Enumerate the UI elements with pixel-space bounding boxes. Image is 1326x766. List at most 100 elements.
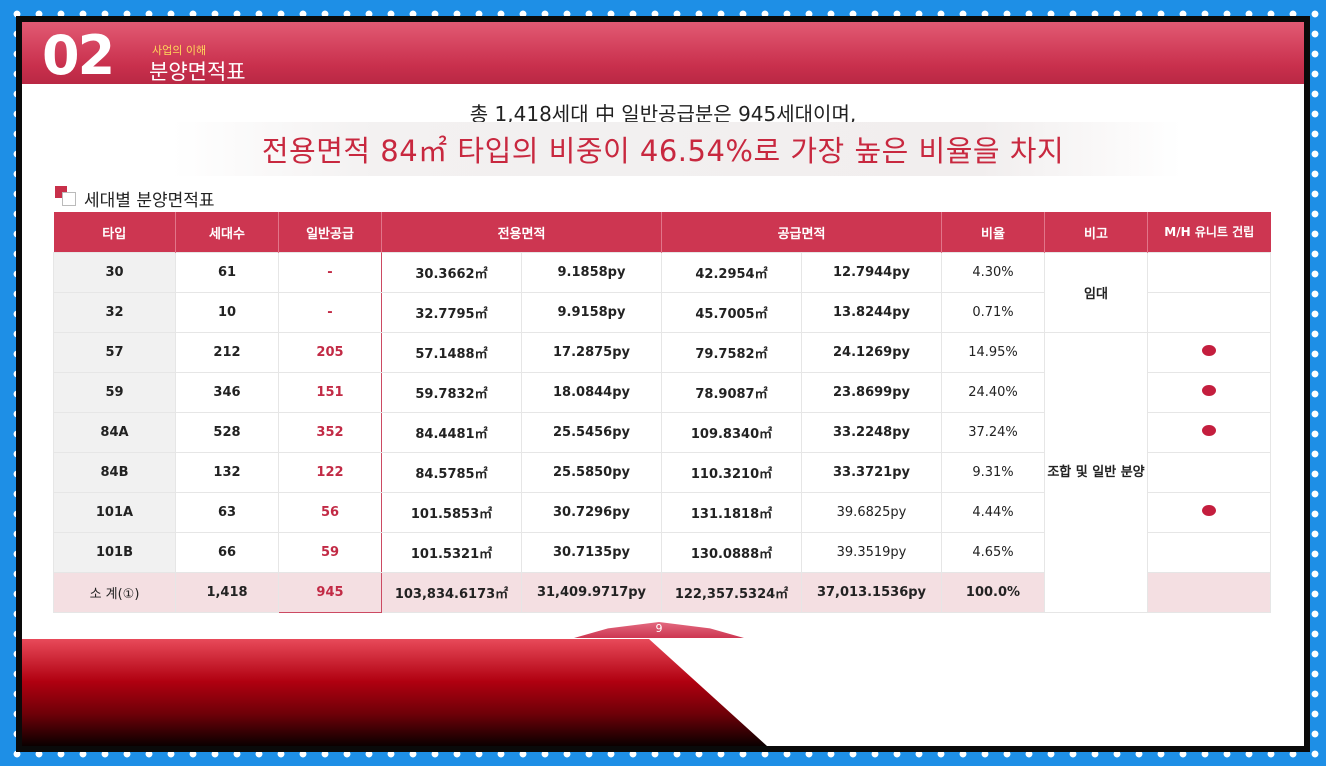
cell-general-supply: 151 bbox=[278, 372, 382, 413]
mh-unit-dot-icon bbox=[1202, 425, 1216, 436]
cell-type: 32 bbox=[53, 292, 176, 333]
cell-households: 132 bbox=[175, 452, 279, 493]
cell-exclusive-m2: 84.4481㎡ bbox=[381, 412, 522, 453]
cell-total-exclusive-py: 31,409.9717py bbox=[521, 572, 662, 613]
square-bullet-icon bbox=[55, 186, 79, 206]
headline-highlight bbox=[172, 122, 1182, 176]
cell-general-supply: 59 bbox=[278, 532, 382, 573]
cell-type: 84B bbox=[53, 452, 176, 493]
mh-unit-dot-icon bbox=[1202, 345, 1216, 356]
cell-total-remarks bbox=[1147, 572, 1271, 613]
cell-mh-unit bbox=[1147, 292, 1271, 333]
cell-supply-m2: 42.2954㎡ bbox=[661, 252, 802, 293]
cell-ratio: 24.40% bbox=[941, 372, 1045, 413]
cell-type: 84A bbox=[53, 412, 176, 453]
mh-unit-dot-icon bbox=[1202, 385, 1216, 396]
cell-general-supply: - bbox=[278, 292, 382, 333]
cell-general-supply: 56 bbox=[278, 492, 382, 533]
cell-type: 101A bbox=[53, 492, 176, 533]
cell-supply-m2: 78.9087㎡ bbox=[661, 372, 802, 413]
table-row: 30 61 - 30.3662㎡ 9.1858py 42.2954㎡ 12.79… bbox=[53, 252, 1271, 333]
cell-exclusive-py: 9.9158py bbox=[521, 292, 662, 333]
cell-type: 30 bbox=[53, 252, 176, 293]
table-row: 101A 63 56 101.5853㎡ 30.7296py 131.1818㎡… bbox=[53, 492, 1271, 533]
cell-ratio: 4.44% bbox=[941, 492, 1045, 533]
cell-total-exclusive-m2: 103,834.6173㎡ bbox=[381, 572, 522, 613]
cell-supply-m2: 45.7005㎡ bbox=[661, 292, 802, 333]
cell-mh-unit bbox=[1147, 372, 1271, 413]
cell-exclusive-py: 30.7135py bbox=[521, 532, 662, 573]
cell-supply-py: 39.6825py bbox=[801, 492, 942, 533]
cell-ratio: 14.95% bbox=[941, 332, 1045, 373]
cell-supply-m2: 130.0888㎡ bbox=[661, 532, 802, 573]
cell-exclusive-m2: 57.1488㎡ bbox=[381, 332, 522, 373]
cell-exclusive-py: 25.5456py bbox=[521, 412, 662, 453]
cell-remarks-rental: 임대 bbox=[1044, 252, 1148, 333]
cell-exclusive-m2: 32.7795㎡ bbox=[381, 292, 522, 333]
cell-supply-py: 13.8244py bbox=[801, 292, 942, 333]
cell-mh-unit bbox=[1147, 252, 1271, 293]
cell-supply-py: 24.1269py bbox=[801, 332, 942, 373]
cell-supply-py: 39.3519py bbox=[801, 532, 942, 573]
section-subtitle: 사업의 이해 bbox=[152, 44, 207, 57]
cell-ratio: 0.71% bbox=[941, 292, 1045, 333]
cell-mh-unit bbox=[1147, 532, 1271, 573]
cell-exclusive-m2: 59.7832㎡ bbox=[381, 372, 522, 413]
cell-supply-py: 33.3721py bbox=[801, 452, 942, 493]
headline-emphasis: 전용면적 84㎡ 타입의 비중이 46.54%로 가장 높은 비율을 차지 bbox=[261, 134, 1065, 168]
table-row: 57 212 205 57.1488㎡ 17.2875py 79.7582㎡ 2… bbox=[53, 332, 1271, 613]
cell-households: 66 bbox=[175, 532, 279, 573]
col-header-mh-unit: M/H 유니트 건립 bbox=[1147, 212, 1271, 253]
cell-exclusive-py: 17.2875py bbox=[521, 332, 662, 373]
cell-mh-unit bbox=[1147, 332, 1271, 373]
cell-exclusive-py: 18.0844py bbox=[521, 372, 662, 413]
table-row: 32 10 - 32.7795㎡ 9.9158py 45.7005㎡ 13.82… bbox=[53, 292, 1271, 333]
col-header-households: 세대수 bbox=[175, 212, 279, 253]
section-title: 분양면적표 bbox=[149, 60, 246, 84]
cell-mh-unit bbox=[1147, 492, 1271, 533]
cell-households: 528 bbox=[175, 412, 279, 453]
cell-general-supply: 122 bbox=[278, 452, 382, 493]
col-header-type: 타입 bbox=[53, 212, 176, 253]
cell-total-supply-m2: 122,357.5324㎡ bbox=[661, 572, 802, 613]
section-number: 02 bbox=[42, 24, 115, 87]
cell-general-supply: - bbox=[278, 252, 382, 293]
cell-type: 101B bbox=[53, 532, 176, 573]
area-table: 타입 세대수 일반공급 전용면적 공급면적 비율 비고 M/H 유니트 건립 3… bbox=[53, 212, 1271, 613]
cell-households: 61 bbox=[175, 252, 279, 293]
page-number: 9 bbox=[655, 622, 663, 635]
cell-supply-py: 33.2248py bbox=[801, 412, 942, 453]
cell-exclusive-m2: 84.5785㎡ bbox=[381, 452, 522, 493]
cell-total-households: 1,418 bbox=[175, 572, 279, 613]
cell-total-label: 소 계(①) bbox=[53, 572, 176, 613]
cell-ratio: 9.31% bbox=[941, 452, 1045, 493]
cell-general-supply: 205 bbox=[278, 332, 382, 373]
cell-supply-m2: 79.7582㎡ bbox=[661, 332, 802, 373]
cell-supply-m2: 110.3210㎡ bbox=[661, 452, 802, 493]
table-row: 84A 528 352 84.4481㎡ 25.5456py 109.8340㎡… bbox=[53, 412, 1271, 453]
cell-total-supply-py: 37,013.1536py bbox=[801, 572, 942, 613]
cell-total-general-supply: 945 bbox=[278, 572, 382, 613]
cell-exclusive-py: 9.1858py bbox=[521, 252, 662, 293]
table-row: 101B 66 59 101.5321㎡ 30.7135py 130.0888㎡… bbox=[53, 532, 1271, 573]
cell-households: 10 bbox=[175, 292, 279, 333]
cell-general-supply: 352 bbox=[278, 412, 382, 453]
cell-households: 346 bbox=[175, 372, 279, 413]
cell-type: 59 bbox=[53, 372, 176, 413]
cell-supply-py: 12.7944py bbox=[801, 252, 942, 293]
bottom-decoration bbox=[22, 639, 767, 746]
cell-exclusive-py: 25.5850py bbox=[521, 452, 662, 493]
table-total-row: 소 계(①) 1,418 945 103,834.6173㎡ 31,409.97… bbox=[53, 572, 1271, 613]
cell-supply-m2: 109.8340㎡ bbox=[661, 412, 802, 453]
cell-households: 63 bbox=[175, 492, 279, 533]
col-header-exclusive-area: 전용면적 bbox=[381, 212, 662, 253]
cell-ratio: 37.24% bbox=[941, 412, 1045, 453]
cell-mh-unit bbox=[1147, 452, 1271, 493]
cell-exclusive-m2: 30.3662㎡ bbox=[381, 252, 522, 293]
cell-households: 212 bbox=[175, 332, 279, 373]
cell-supply-m2: 131.1818㎡ bbox=[661, 492, 802, 533]
cell-ratio: 4.65% bbox=[941, 532, 1045, 573]
section-header: 02 사업의 이해 분양면적표 bbox=[22, 22, 1304, 84]
col-header-supply-area: 공급면적 bbox=[661, 212, 942, 253]
table-header-row: 타입 세대수 일반공급 전용면적 공급면적 비율 비고 M/H 유니트 건립 bbox=[53, 212, 1271, 253]
